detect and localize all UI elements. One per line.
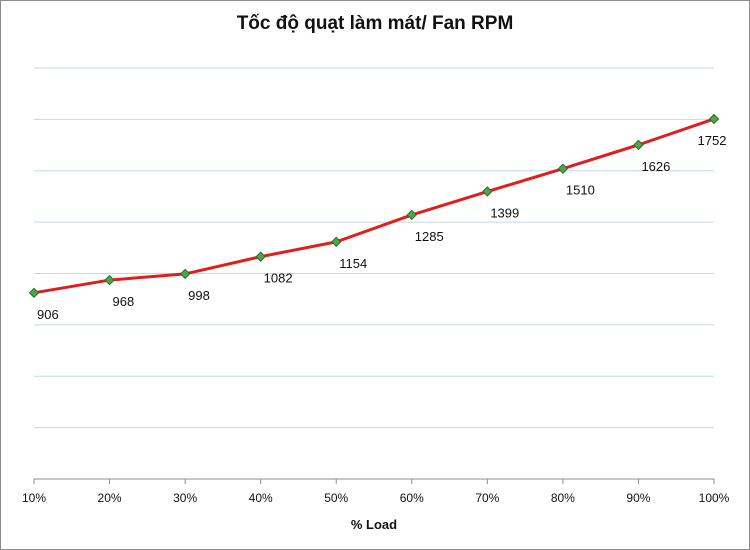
data-point (406, 209, 417, 221)
data-point (331, 236, 342, 248)
series-group (28, 113, 720, 299)
series-line (33, 117, 715, 295)
chart-title: Tốc độ quạt làm mát/ Fan RPM (236, 13, 514, 34)
x-tick-label: 100% (699, 491, 730, 505)
x-tick-label: 70% (475, 491, 499, 505)
axes (33, 478, 715, 484)
data-point (708, 113, 720, 125)
x-tick-labels: 10% 20% 30% 40% 50% 60% 70% 80% 90% 100% (22, 491, 730, 505)
x-tick-label: 10% (22, 491, 46, 505)
data-label: 1399 (490, 206, 519, 221)
data-point (633, 139, 644, 151)
data-point (482, 186, 493, 197)
data-point (179, 268, 191, 280)
data-label: 1626 (641, 159, 670, 174)
gridlines (34, 67, 714, 429)
data-label: 968 (113, 294, 135, 309)
x-tick-label: 90% (626, 491, 650, 505)
x-tick-label: 30% (173, 491, 197, 505)
x-axis-title: % Load (351, 517, 397, 532)
x-tick-label: 50% (324, 491, 348, 505)
data-point (104, 274, 115, 286)
data-labels-group: 906 968 998 1082 1154 1285 1399 1510 1626 1752 (37, 133, 726, 322)
data-label: 1285 (415, 229, 444, 244)
data-label: 1082 (264, 271, 293, 286)
data-label: 1752 (698, 133, 727, 148)
data-label: 1510 (566, 183, 595, 198)
data-point (28, 287, 40, 299)
x-tick-label: 60% (400, 491, 424, 505)
data-point (557, 163, 569, 174)
data-label: 906 (37, 307, 59, 322)
data-label: 998 (188, 288, 210, 303)
x-tick-label: 40% (249, 491, 273, 505)
data-label: 1154 (339, 256, 367, 271)
x-tick-label: 80% (551, 491, 575, 505)
data-point (255, 251, 266, 262)
x-tick-label: 20% (98, 491, 122, 505)
